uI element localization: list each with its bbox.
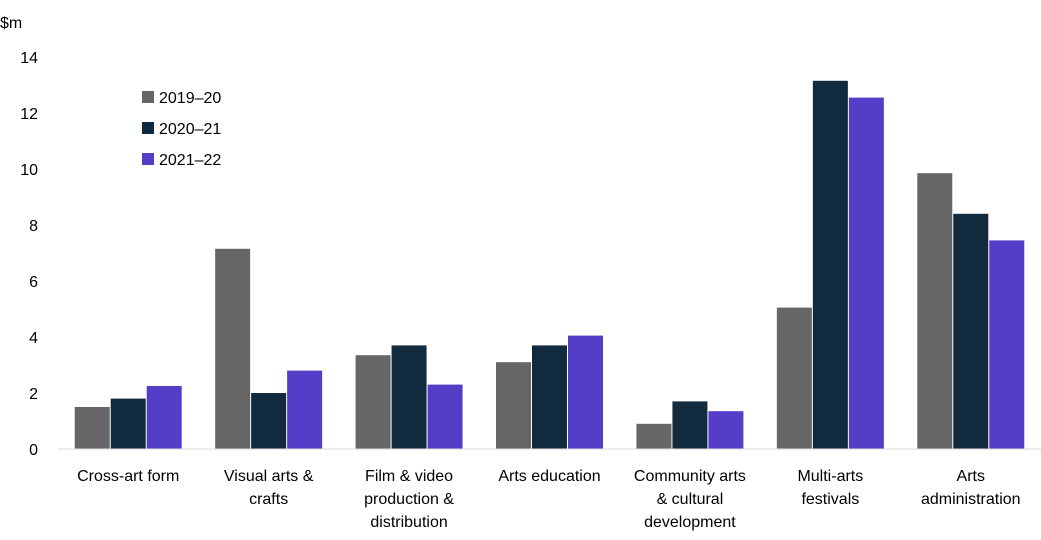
bar-2019–20-6 (917, 173, 953, 449)
y-tick-label: 6 (29, 274, 38, 291)
bar-2019–20-4 (636, 423, 672, 449)
x-axis-category-labels: Cross-art form Visual arts & crafts Film & … (77, 468, 1020, 531)
legend-label: 2021–22 (159, 152, 221, 169)
x-category-label: production & (364, 491, 454, 508)
x-category-label: Community arts (634, 468, 746, 485)
legend-swatch-2021–22 (142, 153, 154, 165)
bar-2021–22-6 (989, 240, 1025, 449)
bar-2020–21-2 (391, 345, 427, 449)
legend-label: 2019–20 (159, 90, 221, 107)
legend-label: 2020–21 (159, 121, 221, 138)
bars (74, 80, 1025, 450)
y-tick-label: 10 (20, 162, 38, 179)
x-category-label: development (644, 514, 736, 531)
y-tick-label: 12 (20, 106, 38, 123)
y-axis-tick-labels: 0 2 4 6 8 10 12 14 (20, 50, 38, 459)
x-category-label: crafts (249, 491, 288, 508)
legend-swatch-2019–20 (142, 91, 154, 103)
x-category-label: distribution (370, 514, 447, 531)
x-category-label: Visual arts & (224, 468, 314, 485)
bar-2020–21-3 (532, 345, 567, 449)
x-category-label: Arts (957, 468, 985, 485)
bar-2021–22-3 (568, 335, 603, 449)
legend: 2019–20 2020–21 2021–22 (142, 90, 221, 169)
bar-2019–20-5 (776, 307, 812, 449)
bar-2020–21-5 (812, 80, 848, 450)
bar-2021–22-5 (848, 97, 884, 449)
x-category-label: administration (921, 491, 1021, 508)
bar-2021–22-1 (287, 370, 323, 449)
y-tick-label: 14 (20, 50, 38, 67)
x-category-label: festivals (801, 491, 859, 508)
bar-2021–22-2 (427, 384, 463, 449)
bar-2019–20-2 (355, 355, 391, 449)
x-category-label: Multi-arts (797, 468, 863, 485)
x-category-label: & cultural (657, 491, 724, 508)
y-tick-label: 8 (29, 218, 38, 235)
y-tick-label: 0 (29, 442, 38, 459)
x-category-label: Cross-art form (77, 468, 179, 485)
y-tick-label: 2 (29, 386, 38, 403)
x-category-label: Arts education (498, 468, 600, 485)
bar-2020–21-0 (110, 398, 146, 449)
y-axis-unit-label: $m (0, 15, 22, 32)
bar-2019–20-1 (215, 248, 251, 449)
bar-2020–21-6 (953, 213, 989, 449)
legend-swatch-2020–21 (142, 122, 154, 134)
bar-2020–21-4 (672, 401, 708, 449)
x-category-label: Film & video (365, 468, 453, 485)
bar-2019–20-3 (496, 362, 531, 449)
bar-2019–20-0 (74, 407, 110, 449)
bar-2020–21-1 (251, 393, 287, 449)
bar-2021–22-4 (708, 411, 744, 449)
y-tick-label: 4 (29, 330, 38, 347)
bar-2021–22-0 (146, 386, 182, 449)
